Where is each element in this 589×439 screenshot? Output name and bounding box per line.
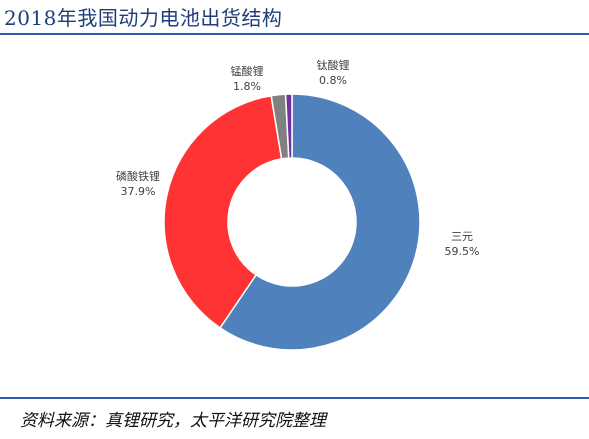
slice-4 (284, 93, 293, 159)
slice-value-1: 59.5% (445, 245, 480, 258)
page-title: 2018年我国动力电池出货结构 (4, 6, 283, 30)
footer-divider (0, 397, 589, 399)
slice-label-3: 锰酸锂 (231, 64, 264, 78)
slice-labels: 三元 59.5% 磷酸铁锂 37.9% 锰酸锂 1.8% 钛酸锂 0.8% (116, 58, 479, 258)
donut-slices (163, 93, 421, 351)
slice-2 (163, 94, 283, 329)
slice-value-3: 1.8% (233, 80, 261, 93)
slice-label-4: 钛酸锂 (317, 58, 350, 72)
slice-1 (219, 93, 421, 351)
slice-value-2: 37.9% (121, 185, 156, 198)
slice-value-4: 0.8% (319, 74, 347, 87)
source-note: 资料来源：真锂研究，太平洋研究院整理 (20, 411, 326, 431)
title-divider (0, 33, 589, 35)
slice-label-1: 三元 (451, 230, 473, 243)
slice-label-2: 磷酸铁锂 (116, 169, 160, 183)
